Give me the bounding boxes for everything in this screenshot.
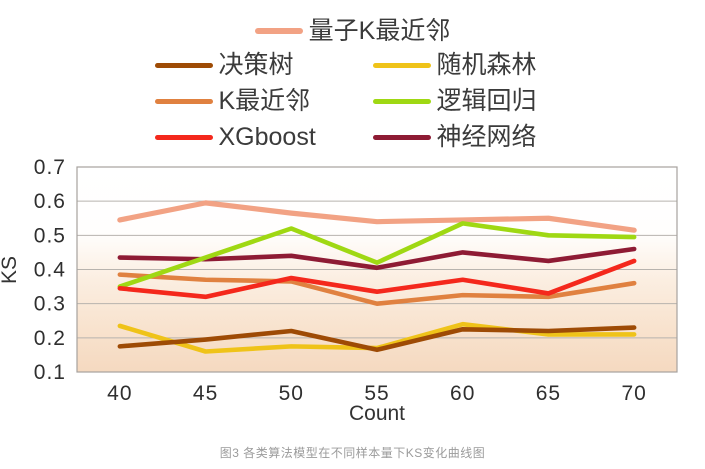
legend-swatch-random-forest bbox=[372, 63, 431, 68]
y-tick-label: 0.7 bbox=[34, 156, 66, 179]
y-axis-title: KS bbox=[0, 256, 21, 284]
series-line-0 bbox=[117, 200, 637, 233]
legend-item-neural-network: 神经网络 bbox=[372, 120, 551, 155]
x-tick-label: 70 bbox=[621, 382, 646, 405]
x-tick-label: 60 bbox=[450, 382, 475, 405]
legend-item-decision-tree: 决策树 bbox=[154, 48, 373, 83]
x-tick-label: 50 bbox=[279, 382, 304, 405]
y-tick-label: 0.6 bbox=[34, 190, 66, 213]
legend-item-knn: K最近邻 bbox=[154, 84, 373, 119]
legend-swatch-logistic-regression bbox=[372, 99, 431, 104]
legend-label-knn: K最近邻 bbox=[218, 87, 311, 115]
x-axis-title: Count bbox=[349, 402, 405, 425]
legend-swatch-neural-network bbox=[372, 135, 431, 140]
series-lines bbox=[117, 200, 637, 354]
legend-item-quantum-knn: 量子K最近邻 bbox=[254, 14, 451, 49]
y-tick-label: 0.5 bbox=[34, 224, 66, 247]
legend-label-quantum-knn: 量子K最近邻 bbox=[308, 16, 451, 45]
legend-label-logistic-regression: 逻辑回归 bbox=[436, 87, 537, 115]
legend-swatch-decision-tree bbox=[154, 63, 213, 68]
x-tick-label: 45 bbox=[193, 382, 218, 405]
x-tick-label: 40 bbox=[107, 382, 132, 405]
y-tick-label: 0.3 bbox=[34, 293, 66, 316]
figure-caption: 图3 各类算法模型在不同样本量下KS变化曲线图 bbox=[219, 446, 486, 460]
legend-swatch-knn bbox=[154, 99, 213, 104]
series-line-4 bbox=[117, 221, 637, 289]
legend-label-xgboost: XGboost bbox=[218, 123, 316, 151]
legend-swatch-quantum-knn bbox=[254, 28, 303, 34]
plot-border bbox=[76, 166, 678, 373]
series-line-1 bbox=[117, 325, 637, 353]
legend-label-decision-tree: 决策树 bbox=[218, 51, 294, 79]
chart-legend: 量子K最近邻 决策树 随机森林 K最近邻 逻辑回归 XGboost bbox=[0, 14, 705, 155]
y-tick-label: 0.2 bbox=[34, 327, 66, 350]
legend-label-neural-network: 神经网络 bbox=[436, 123, 537, 151]
y-tick-label: 0.1 bbox=[34, 361, 66, 384]
legend-item-xgboost: XGboost bbox=[154, 120, 373, 155]
x-tick-label: 65 bbox=[536, 382, 561, 405]
axis-tick-labels: 0.7 0.6 0.5 0.4 0.3 0.2 0.1 40 45 50 55 60 65 70 bbox=[34, 156, 646, 405]
series-line-3 bbox=[117, 272, 637, 306]
x-tick-label: 55 bbox=[364, 382, 389, 405]
legend-item-random-forest: 随机森林 bbox=[372, 48, 551, 83]
legend-swatch-xgboost bbox=[154, 135, 213, 140]
legend-label-random-forest: 随机森林 bbox=[436, 51, 537, 79]
legend-item-logistic-regression: 逻辑回归 bbox=[372, 84, 551, 119]
y-tick-label: 0.4 bbox=[34, 259, 66, 282]
series-line-5 bbox=[117, 258, 637, 300]
